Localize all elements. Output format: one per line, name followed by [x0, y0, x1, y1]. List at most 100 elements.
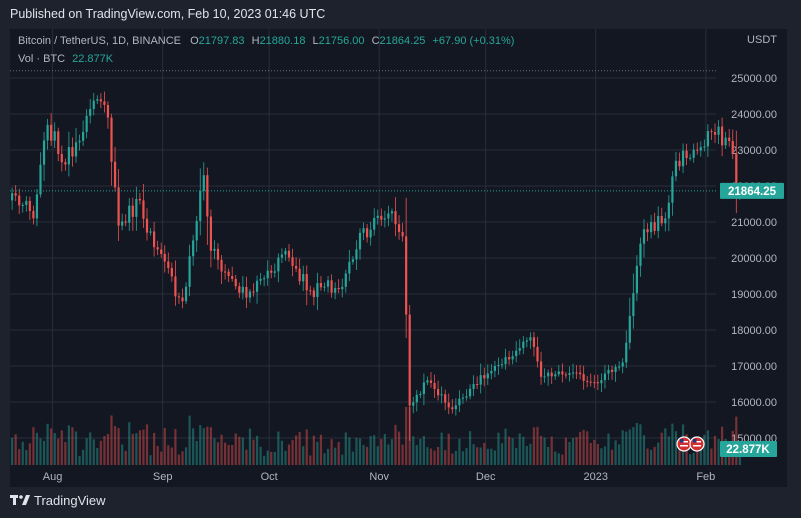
candle-body — [689, 157, 692, 159]
candle-body — [561, 371, 564, 375]
candle-body — [532, 337, 536, 347]
candle-body — [461, 397, 465, 399]
open-value: 21797.83 — [198, 35, 245, 47]
us-flag-event-icon[interactable] — [676, 436, 692, 452]
volume-bar — [387, 444, 390, 465]
volume-bar — [674, 431, 678, 465]
chart-pane[interactable]: Aug Sep Oct Nov Dec 2023 Feb USDT 25000.00 24000.… — [10, 29, 787, 487]
volume-bar — [316, 441, 319, 465]
volume-bar — [504, 428, 507, 465]
y-tick-label: 25000.00 — [731, 73, 777, 85]
candle-body — [163, 253, 166, 262]
volume-bar — [671, 423, 674, 465]
flag-stripe-icon — [693, 441, 701, 443]
candle-body — [692, 149, 695, 158]
volume-bar — [156, 446, 159, 465]
candle-body — [508, 357, 511, 360]
candle-body — [227, 271, 230, 276]
last-price-label: 21864.25 — [728, 186, 777, 198]
candle-body — [192, 240, 195, 257]
volume-bar — [444, 450, 447, 465]
candle-body — [358, 232, 362, 250]
candle-body — [138, 198, 141, 201]
volume-bar — [369, 436, 372, 465]
volume-tag[interactable] — [720, 441, 777, 457]
tradingview-brand[interactable]: TradingView — [34, 492, 106, 508]
candle-body — [160, 249, 163, 254]
volume-bar — [220, 434, 223, 465]
volume-bar — [18, 449, 21, 465]
volume-bar — [568, 442, 571, 465]
y-tick-label: 20000.00 — [731, 253, 777, 265]
candle-body — [660, 215, 663, 224]
volume-bar — [145, 424, 149, 465]
candle-body — [248, 291, 252, 298]
candle-body — [224, 271, 227, 273]
candle-body — [334, 287, 337, 293]
candle-body — [199, 190, 202, 221]
volume-bar — [589, 443, 592, 465]
volume-bar — [401, 444, 404, 465]
candle-body — [557, 371, 560, 375]
candle-body — [426, 380, 429, 383]
candle-body — [650, 222, 653, 233]
volume-bar — [383, 433, 386, 465]
volume-bar — [642, 435, 646, 465]
volume-tag-label: 22.877K — [726, 444, 770, 456]
volume-bar — [273, 451, 276, 465]
candle-body — [706, 131, 709, 147]
volume-bar — [121, 444, 124, 465]
volume-bar — [717, 438, 720, 465]
volume-bar — [280, 440, 283, 465]
volume-bar — [124, 450, 127, 465]
volume-bar — [564, 437, 567, 465]
candle-body — [571, 372, 575, 374]
volume-bar — [486, 448, 489, 465]
candle-body — [610, 369, 614, 372]
volume-label: Vol · BTC — [18, 53, 66, 65]
candle-body — [213, 248, 216, 251]
candle-body — [238, 286, 241, 293]
candle-body — [543, 376, 546, 378]
price-chart[interactable]: Aug Sep Oct Nov Dec 2023 Feb USDT 25000.00 24000.… — [10, 29, 787, 487]
candle-body — [298, 268, 301, 282]
volume-bar — [515, 447, 518, 465]
candle-body — [323, 286, 326, 288]
low-label: L — [312, 35, 319, 47]
candle-body — [646, 229, 649, 233]
candle-body — [397, 224, 401, 232]
candle-body — [89, 108, 92, 116]
volume-bar — [536, 426, 539, 465]
candle-body — [319, 283, 323, 288]
volume-bar — [245, 449, 248, 465]
candle-body — [387, 213, 390, 219]
volume-bar — [493, 450, 496, 465]
volume-bar — [192, 428, 195, 465]
us-flag-event-icon[interactable] — [689, 436, 705, 452]
volume-bar — [149, 455, 152, 465]
symbol-label[interactable]: Bitcoin / TetherUS, 1D, BINANCE — [18, 35, 182, 47]
candle-body — [131, 205, 134, 217]
footer: TradingView — [10, 491, 106, 509]
last-price-tag[interactable] — [720, 182, 784, 199]
candle-body — [316, 283, 319, 298]
candle-body — [529, 337, 532, 341]
candle-body — [21, 205, 24, 207]
volume-bar — [21, 441, 24, 465]
candle-body — [57, 131, 60, 154]
volume-bar — [678, 439, 681, 465]
volume-bar — [74, 431, 78, 465]
candle-body — [678, 160, 681, 167]
candle-body — [92, 100, 95, 109]
volume-bar — [518, 433, 521, 465]
candle-body — [28, 200, 31, 211]
y-tick-label: 18000.00 — [731, 325, 777, 337]
candle-body — [479, 375, 482, 385]
change-value: +67.90 (+0.31%) — [432, 35, 515, 47]
volume-bar — [177, 454, 181, 465]
x-tick-label: Feb — [696, 471, 715, 483]
volume-bar — [160, 451, 163, 465]
candle-body — [539, 361, 543, 377]
volume-bar — [238, 436, 241, 465]
candle-body — [35, 194, 39, 219]
